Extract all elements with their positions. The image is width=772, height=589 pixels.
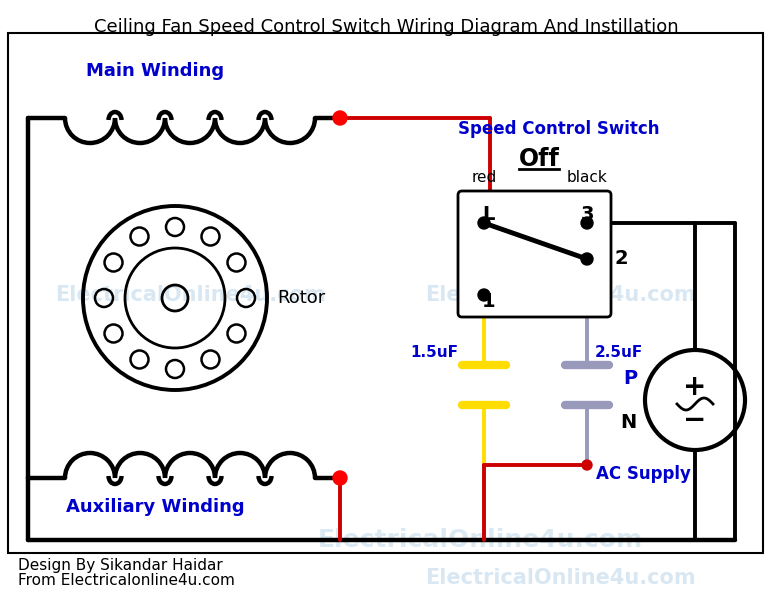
Circle shape xyxy=(333,471,347,485)
Text: Main Winding: Main Winding xyxy=(86,62,224,80)
Text: ElectricalOnline4u.com: ElectricalOnline4u.com xyxy=(425,285,696,305)
Circle shape xyxy=(333,111,347,125)
Circle shape xyxy=(478,289,490,301)
FancyBboxPatch shape xyxy=(458,191,611,317)
Text: Design By Sikandar Haidar: Design By Sikandar Haidar xyxy=(18,558,223,573)
Text: 2.5uF: 2.5uF xyxy=(595,345,643,360)
Text: Auxiliary Winding: Auxiliary Winding xyxy=(66,498,244,516)
Text: L: L xyxy=(482,205,494,224)
Text: From Electricalonline4u.com: From Electricalonline4u.com xyxy=(18,573,235,588)
Text: 2: 2 xyxy=(615,250,628,269)
Text: 1: 1 xyxy=(482,292,496,311)
Text: Speed Control Switch: Speed Control Switch xyxy=(459,120,660,138)
Circle shape xyxy=(581,217,593,229)
Text: ElectricalOnline4u.com: ElectricalOnline4u.com xyxy=(55,285,325,305)
Text: P: P xyxy=(623,369,637,388)
Bar xyxy=(8,33,763,553)
Text: Off: Off xyxy=(519,147,560,171)
Text: Ceiling Fan Speed Control Switch Wiring Diagram And Instillation: Ceiling Fan Speed Control Switch Wiring … xyxy=(93,18,679,36)
Text: black: black xyxy=(567,170,608,185)
Circle shape xyxy=(478,217,490,229)
Text: ElectricalOnline4u.com: ElectricalOnline4u.com xyxy=(317,528,642,552)
Text: red: red xyxy=(472,170,496,185)
Circle shape xyxy=(581,253,593,265)
Text: Rotor: Rotor xyxy=(277,289,325,307)
Circle shape xyxy=(582,460,592,470)
Text: 3: 3 xyxy=(581,205,594,224)
Text: 1.5uF: 1.5uF xyxy=(410,345,458,360)
Text: −: − xyxy=(683,406,706,434)
Text: +: + xyxy=(683,373,706,401)
Text: ElectricalOnline4u.com: ElectricalOnline4u.com xyxy=(425,568,696,588)
Text: AC Supply: AC Supply xyxy=(595,465,690,483)
Text: N: N xyxy=(621,412,637,432)
